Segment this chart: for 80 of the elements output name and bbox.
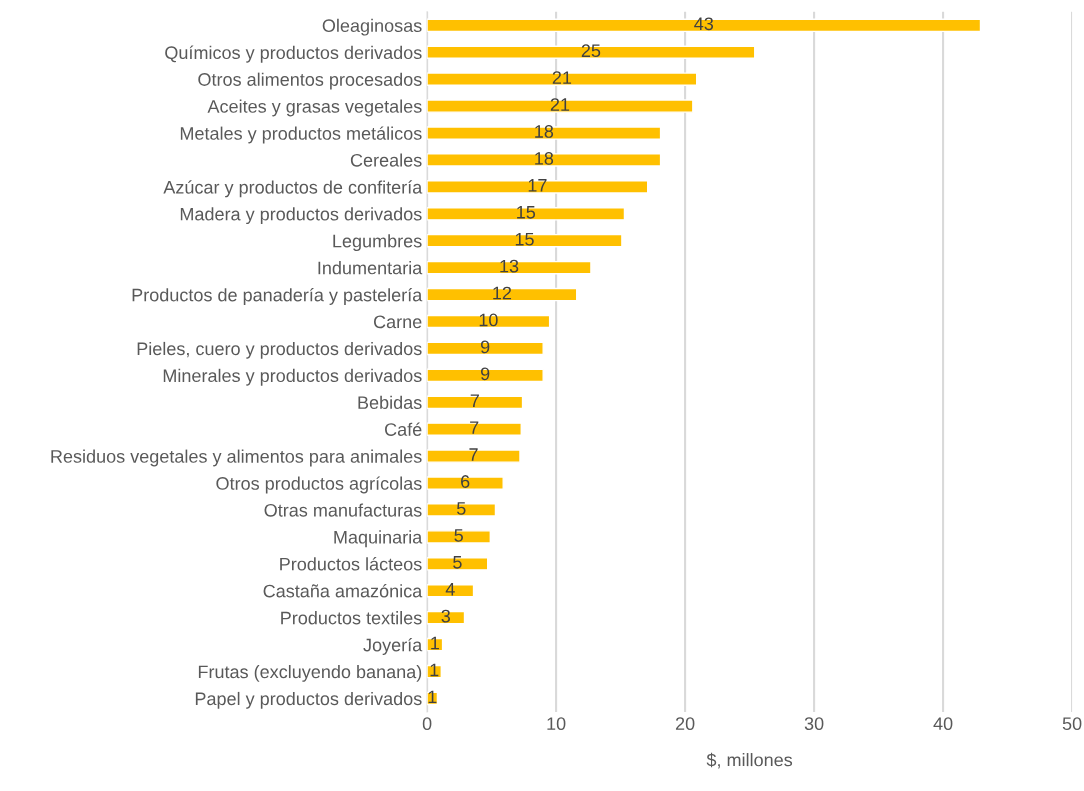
data-label: 9: [480, 367, 490, 381]
bar: [427, 99, 694, 113]
data-label: 18: [535, 125, 554, 138]
bar: [427, 530, 491, 544]
data-label: 13: [500, 259, 519, 273]
data-label: 3: [441, 609, 451, 623]
bar: [427, 449, 521, 463]
y-tick-label: Otros alimentos procesados: [198, 72, 422, 90]
bar: [427, 126, 662, 140]
y-tick-label: Minerales y productos derivados: [163, 368, 422, 386]
data-label: 43: [694, 17, 714, 31]
y-tick-label: Azúcar y productos de confitería: [163, 180, 423, 198]
bar: [427, 233, 623, 248]
x-tick-label: 20: [675, 717, 695, 731]
data-label: 21: [552, 71, 572, 84]
data-label: 7: [470, 421, 479, 434]
y-tick-label: Otros productos agrícolas: [216, 476, 422, 494]
bar: [427, 476, 504, 490]
bar: [427, 260, 592, 275]
bar: [427, 287, 578, 302]
data-label: 10: [479, 313, 498, 327]
x-tick-label: 50: [1062, 717, 1082, 731]
data-label: 15: [515, 232, 534, 246]
y-tick-label: Legumbres: [333, 234, 422, 252]
data-label: 12: [493, 286, 512, 300]
y-tick-label: Joyería: [363, 637, 423, 655]
bar: [427, 153, 662, 167]
y-tick-label: Otras manufacturas: [264, 503, 422, 517]
data-label: 6: [461, 475, 470, 488]
x-tick-label: 40: [933, 717, 953, 731]
y-tick-label: Carne: [373, 315, 422, 329]
data-label: 25: [581, 44, 601, 58]
data-label: 21: [550, 98, 570, 111]
bar: [427, 395, 524, 410]
data-label: 7: [470, 394, 479, 407]
data-label: 5: [456, 502, 466, 515]
x-axis-title: $, millones: [706, 752, 793, 769]
y-tick-label: Bebidas: [358, 395, 422, 409]
y-tick-label: Productos textiles: [281, 611, 422, 625]
bar: [427, 45, 756, 60]
data-label: 18: [535, 152, 554, 165]
data-label: 4: [445, 582, 455, 596]
x-tick-label: 0: [422, 717, 432, 731]
bar: [427, 503, 497, 517]
y-tick-label: Residuos vegetales y alimentos para animales: [51, 449, 422, 467]
bar: [427, 180, 649, 194]
y-tick-label: Productos lácteos: [280, 557, 422, 571]
y-tick-label: Café: [385, 422, 422, 436]
bar: [427, 314, 551, 329]
data-label: 15: [517, 206, 536, 219]
bar: [427, 557, 489, 571]
x-tick-label: 10: [547, 717, 566, 731]
y-tick-label: Aceites y grasas vegetales: [207, 99, 422, 117]
y-tick-label: Metales y productos metálicos: [180, 126, 422, 144]
bar: [427, 18, 982, 33]
data-label: 1: [430, 663, 439, 677]
y-tick-label: Frutas (excluyendo banana): [198, 664, 422, 682]
bar: [427, 341, 544, 356]
data-label: 9: [480, 340, 490, 354]
x-tick-label: 30: [804, 717, 824, 731]
bar: [427, 368, 544, 383]
y-tick-label: Indumentaria: [318, 261, 423, 275]
y-tick-label: Papel y productos derivados: [195, 691, 422, 709]
y-tick-label: Químicos y productos derivados: [165, 45, 422, 63]
bar: [427, 72, 698, 86]
data-label: 5: [453, 556, 462, 569]
y-tick-label: Madera y productos derivados: [180, 207, 422, 225]
y-tick-label: Oleaginosas: [322, 18, 422, 36]
data-label: 17: [528, 179, 547, 192]
bar: [427, 422, 522, 436]
y-tick-label: Cereales: [350, 153, 422, 167]
y-tick-label: Productos de panadería y pastelería: [132, 287, 423, 305]
y-tick-label: Castaña amazónica: [263, 583, 423, 598]
y-tick-label: Pieles, cuero y productos derivados: [137, 341, 422, 359]
data-label: 1: [428, 690, 437, 704]
y-tick-label: Maquinaria: [334, 530, 423, 548]
data-label: 7: [469, 448, 478, 461]
bar: [427, 207, 626, 221]
data-label: 1: [431, 636, 439, 650]
data-label: 5: [454, 529, 463, 542]
